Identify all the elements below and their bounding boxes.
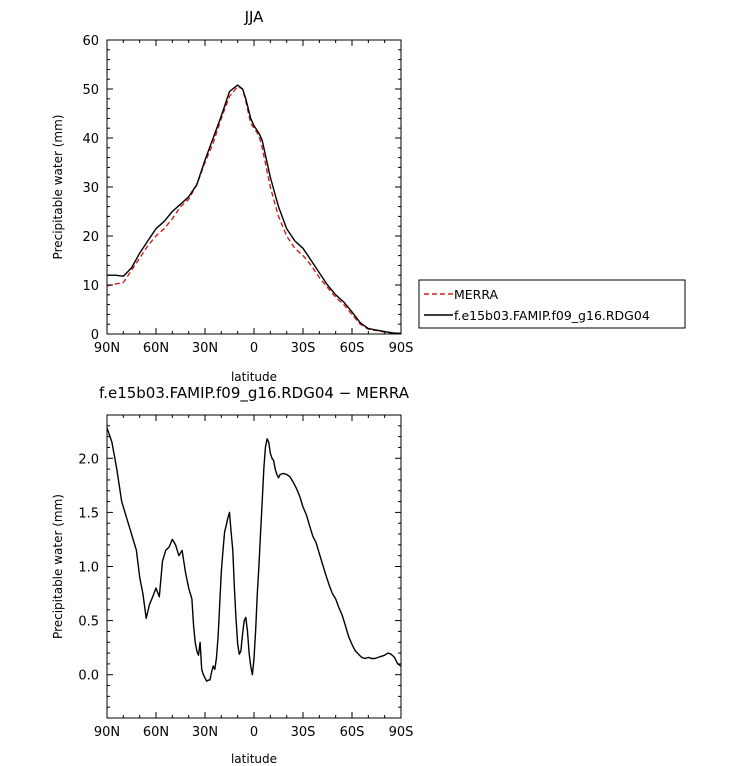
- y-tick-label: 0: [91, 328, 99, 343]
- x-tick-label: 0: [250, 725, 258, 740]
- y-tick-label: 10: [82, 279, 99, 294]
- y-tick-label: 40: [82, 132, 99, 147]
- series-layer: [106, 84, 402, 335]
- tick-layer: 90N 60N 30N 0 30S 60S 90S 0 10 20 30 40 50 60: [82, 34, 413, 356]
- x-tick-label: 60N: [143, 341, 169, 356]
- x-tick-label: 30N: [192, 725, 218, 740]
- x-tick-label: 60S: [340, 341, 365, 356]
- y-tick-label: 1.5: [78, 506, 99, 521]
- y-tick-label: 20: [82, 230, 99, 245]
- series-line-difference: [106, 427, 402, 682]
- y-axis-label: Precipitable water (mm): [51, 115, 65, 260]
- y-tick-label: 0.0: [78, 669, 99, 684]
- panel-difference: f.e15b03.FAMIP.f09_g16.RDG04 − MERRA 90N…: [51, 384, 413, 766]
- chart-title: f.e15b03.FAMIP.f09_g16.RDG04 − MERRA: [99, 384, 410, 403]
- x-tick-label: 0: [250, 341, 258, 356]
- chart-title: JJA: [244, 8, 265, 26]
- x-tick-label: 90N: [94, 725, 120, 740]
- x-tick-label: 60S: [340, 725, 365, 740]
- series-layer: [106, 427, 402, 682]
- legend-label-model: f.e15b03.FAMIP.f09_g16.RDG04: [454, 308, 650, 323]
- series-line-merra: [106, 85, 402, 335]
- y-tick-label: 60: [82, 34, 99, 49]
- x-axis-label: latitude: [231, 370, 277, 384]
- legend-box: [418, 279, 686, 329]
- y-tick-label: 0.5: [78, 615, 99, 630]
- x-tick-label: 60N: [143, 725, 169, 740]
- x-tick-label: 30N: [192, 341, 218, 356]
- plot-frame: [106, 39, 402, 335]
- x-tick-label: 90N: [94, 341, 120, 356]
- x-tick-label: 90S: [389, 725, 414, 740]
- series-line-f-e15b03-famip-f09-g16-rdg04: [107, 84, 402, 335]
- tick-layer: 90N 60N 30N 0 30S 60S 90S 0.0 0.5 1.0 1.5 2.0: [78, 414, 414, 740]
- plot-frame: [106, 414, 402, 719]
- y-tick-label: 50: [82, 83, 99, 98]
- y-tick-label: 30: [82, 181, 99, 196]
- legend-label-merra: MERRA: [454, 287, 499, 302]
- x-axis-label: latitude: [231, 752, 277, 766]
- y-axis-label: Precipitable water (mm): [51, 494, 65, 639]
- x-tick-label: 30S: [291, 341, 316, 356]
- y-tick-label: 1.0: [78, 561, 99, 576]
- x-tick-label: 30S: [291, 725, 316, 740]
- y-tick-label: 2.0: [78, 452, 99, 467]
- x-tick-label: 90S: [389, 341, 414, 356]
- legend: MERRA f.e15b03.FAMIP.f09_g16.RDG04: [418, 279, 686, 329]
- panel-jja: JJA 90N 60N 30N 0 30S 60S 90S 0 10 20 30 40 50 60 lat…: [51, 8, 686, 384]
